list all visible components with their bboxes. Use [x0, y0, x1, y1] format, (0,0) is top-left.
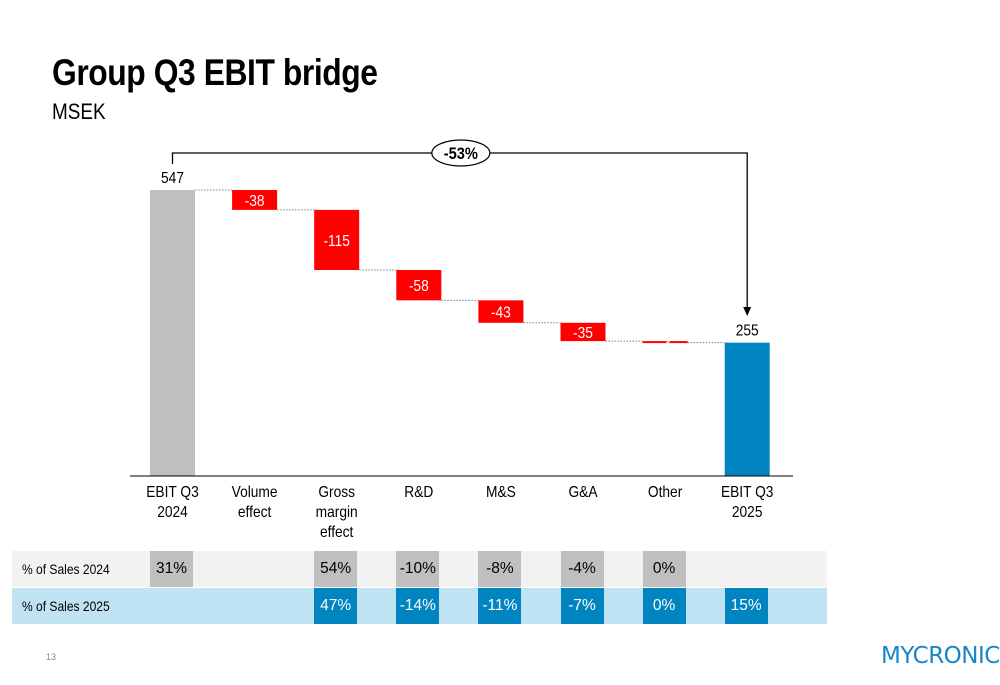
category-label-3-0: R&D: [404, 483, 433, 501]
category-label-0-1: 2024: [157, 503, 188, 521]
bar-6: [642, 341, 688, 344]
page-title-text: Group Q3 EBIT bridge: [52, 52, 378, 93]
category-label-7-1: 2025: [732, 503, 763, 521]
row-label: % of Sales 2025: [22, 588, 124, 624]
category-label-7-0: EBIT Q3: [721, 483, 773, 501]
bar-7: [724, 342, 770, 476]
category-label-2-0: Gross: [318, 483, 355, 501]
change-label: -53%: [444, 145, 478, 163]
bar-3: [396, 269, 442, 301]
sales-pct-cell: -7%: [560, 588, 604, 624]
data-label-6: -3: [659, 334, 671, 352]
category-label-1-1: effect: [238, 503, 272, 521]
bar-0: [150, 190, 195, 476]
data-label-0: 547: [161, 169, 184, 187]
sales-pct-cell: -8%: [478, 551, 522, 587]
sales-pct-cell: -10%: [396, 551, 440, 587]
category-label-6-0: Other: [648, 483, 682, 501]
bar-1: [232, 190, 278, 210]
sales-pct-cell: -11%: [478, 588, 522, 624]
category-label-5-0: G&A: [568, 483, 597, 501]
category-label-2-1: margin: [316, 503, 358, 521]
category-label-4-0: M&S: [486, 483, 516, 501]
waterfall-chart: 547 -38 -115 -58 -43 -35 -3 255 EBIT Q3 2024 Volum…: [130, 139, 793, 541]
sales-pct-cell: 15%: [724, 588, 768, 624]
mycronic-logo: MYCRONIC: [881, 643, 1000, 669]
sales-pct-cell: -4%: [560, 551, 604, 587]
data-label-5: -35: [573, 324, 593, 342]
page-subtitle: MSEK: [52, 99, 114, 125]
change-bracket: [171, 152, 748, 307]
change-badge: [431, 139, 491, 167]
sales-pct-cell: 31%: [150, 551, 193, 587]
row-label: % of Sales 2024: [22, 551, 124, 587]
change-arrow-head: [743, 307, 752, 316]
bar-5: [560, 322, 606, 342]
category-label-1-0: Volume: [232, 483, 278, 501]
category-label-2-2: effect: [320, 523, 354, 541]
sales-pct-cell: 47%: [314, 588, 358, 624]
sales-2024-row: % of Sales 2024 31% 54% -10% -8% -4% 0%: [12, 551, 827, 587]
page-number: 13: [46, 652, 57, 662]
sales-pct-cell: 0%: [642, 588, 686, 624]
data-label-4: -43: [491, 304, 511, 322]
data-label-3: -58: [409, 277, 429, 295]
category-label-0-0: EBIT Q3: [146, 483, 198, 501]
page-subtitle-text: MSEK: [52, 99, 106, 124]
data-label-2: -115: [323, 232, 349, 250]
sales-2025-row: % of Sales 2025 47% -14% -11% -7% 0% 15%: [12, 588, 827, 624]
sales-pct-cell: 0%: [642, 551, 686, 587]
bar-4: [478, 300, 524, 323]
row-label-text: % of Sales 2024: [22, 561, 110, 577]
data-label-7: 255: [736, 322, 759, 340]
row-label-text: % of Sales 2025: [22, 598, 110, 614]
sales-pct-cell: 54%: [314, 551, 358, 587]
data-label-1: -38: [245, 192, 265, 210]
page-title: Group Q3 EBIT bridge: [52, 52, 431, 94]
sales-pct-cell: -14%: [396, 588, 440, 624]
bar-2: [314, 209, 360, 270]
